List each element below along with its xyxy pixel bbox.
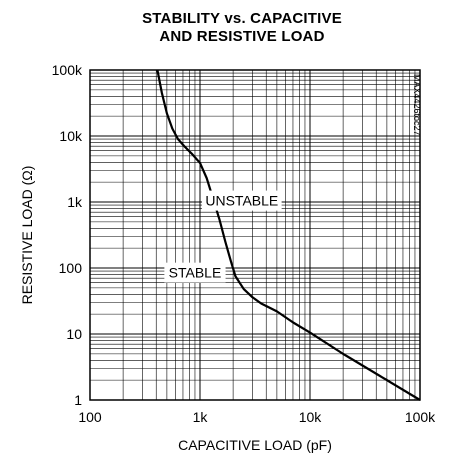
series-layer xyxy=(156,69,421,401)
watermark-code: MAX4426toc27 xyxy=(412,74,422,136)
x-tick-label: 10k xyxy=(299,409,323,425)
annotation-background xyxy=(202,190,282,211)
x-tick-label: 1k xyxy=(193,409,209,425)
y-tick-label: 10k xyxy=(59,128,83,144)
y-tick-label: 10 xyxy=(66,326,82,342)
annotations: UNSTABLE STABLE xyxy=(164,190,282,283)
plot-frame xyxy=(89,69,421,401)
annotation-background xyxy=(164,262,226,283)
x-tick-label: 100k xyxy=(405,409,436,425)
y-tick-label: 1k xyxy=(67,194,83,210)
grid xyxy=(90,70,420,400)
y-axis-label: RESISTIVE LOAD (Ω) xyxy=(19,166,35,305)
stability-boundary-line xyxy=(156,69,421,401)
y-tick-label: 1 xyxy=(74,392,82,408)
chart-title-line2: AND RESISTIVE LOAD xyxy=(159,28,325,45)
x-tick-label: 100 xyxy=(78,409,102,425)
tick-labels: 100 1k 10k 100k 1 10 100 1k 10k 100k xyxy=(52,62,437,425)
y-tick-label: 100k xyxy=(52,62,83,78)
y-tick-label: 100 xyxy=(59,260,83,276)
x-axis-label: CAPACITIVE LOAD (pF) xyxy=(178,437,332,453)
region-label-stable: STABLE xyxy=(169,265,222,281)
chart-title-line1: STABILITY vs. CAPACITIVE xyxy=(142,10,342,27)
region-label-unstable: UNSTABLE xyxy=(205,193,278,209)
